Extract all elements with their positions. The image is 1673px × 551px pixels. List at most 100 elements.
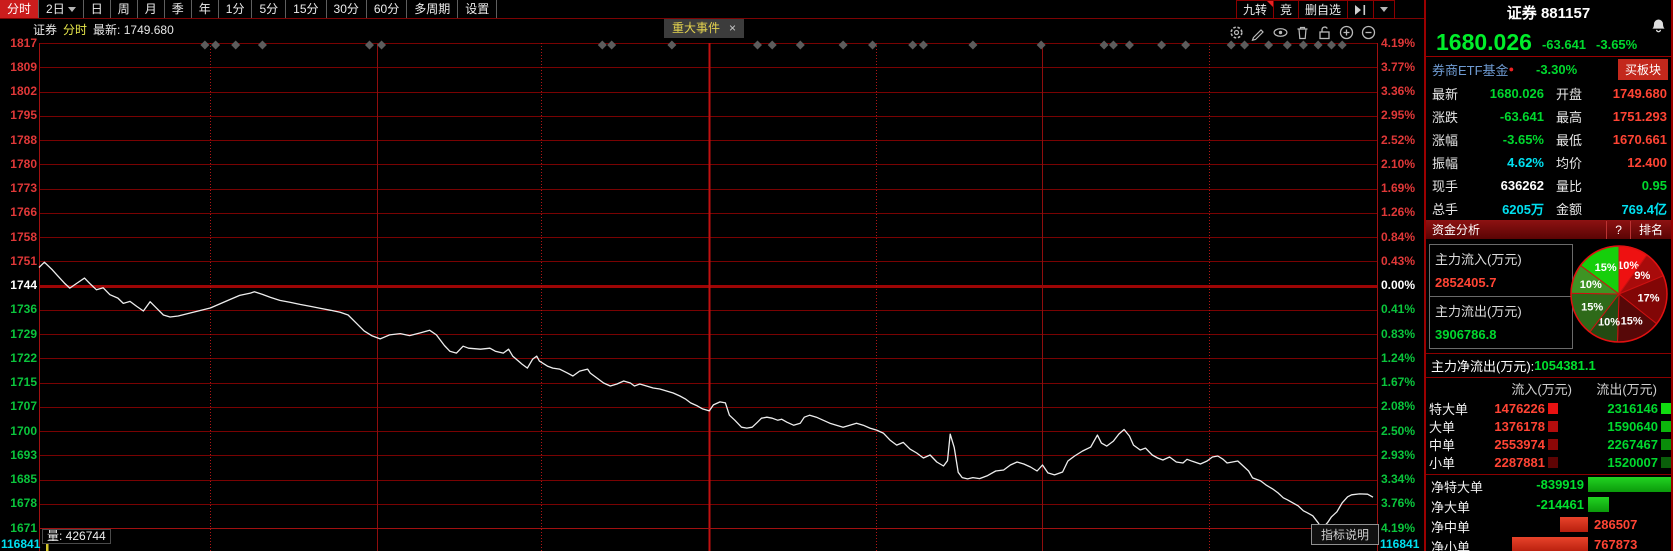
quote-label: 最低 — [1556, 133, 1583, 148]
period-button-5分[interactable]: 5分 — [252, 0, 287, 18]
period-button-分时[interactable]: 分时 — [0, 0, 40, 18]
toolbar-button-删自选[interactable]: 删自选 — [1298, 1, 1347, 18]
period-button-设置[interactable]: 设置 — [458, 0, 498, 18]
period-button-季[interactable]: 季 — [165, 0, 192, 18]
y-axis-price-label: 1671 — [10, 520, 37, 535]
net-bar — [1588, 497, 1609, 512]
quote-label: 振幅 — [1432, 156, 1459, 171]
period-button-60分[interactable]: 60分 — [367, 0, 408, 18]
quote-row: 最新 1680.026 开盘 1749.680 — [1426, 82, 1671, 105]
buy-sector-button[interactable]: 买板块 — [1617, 58, 1668, 80]
period-button-15分[interactable]: 15分 — [286, 0, 327, 18]
svg-text:15%: 15% — [1595, 262, 1617, 274]
y-axis-price-label: 1817 — [10, 35, 37, 50]
symbol-name: 证券 — [1506, 5, 1537, 22]
quote-label: 金额 — [1556, 202, 1583, 217]
trash-icon[interactable] — [1294, 24, 1311, 41]
net-bar-value: -839919 — [1536, 477, 1584, 492]
inflow-value: 1376178 — [1480, 419, 1558, 434]
net-bar-label: 净特大单 — [1431, 480, 1484, 495]
period-button-2日[interactable]: 2日 — [39, 0, 84, 18]
y-axis-price-label: 1693 — [10, 447, 37, 462]
goto-latest-icon[interactable] — [1347, 1, 1373, 18]
order-size-label: 中单 — [1429, 437, 1456, 453]
intraday-chart-canvas[interactable] — [0, 0, 1424, 551]
flow-table-row: 特大单 1476226 2316146 — [1426, 399, 1671, 417]
y-axis-percent-label: 0.84% — [1381, 229, 1416, 244]
quote-value: 6205万 — [1502, 202, 1544, 217]
zoom-in-icon[interactable] — [1338, 24, 1355, 41]
last-price: 1680.026 — [1436, 29, 1532, 55]
period-button-30分[interactable]: 30分 — [327, 0, 367, 18]
lock-open-icon[interactable] — [1316, 24, 1333, 41]
period-button-label: 设置 — [465, 1, 490, 16]
indicator-help-button[interactable]: 指标说明 — [1311, 524, 1380, 545]
period-button-1分[interactable]: 1分 — [219, 0, 253, 18]
quote-panel: 证券 881157 1680.026 -63.641 -3.65% 券商ETF基… — [1424, 0, 1673, 551]
net-bar — [1512, 537, 1588, 551]
period-toolbar: 分时 2日 日周月季年 1分 5分 15分 30分 60分 多周期 设置 九转竞删自选 — [0, 0, 1424, 19]
chart-tool-icons — [1228, 24, 1377, 41]
sector-etf-link[interactable]: 券商ETF基金 — [1432, 62, 1509, 78]
y-axis-price-label: 1773 — [10, 181, 37, 195]
outflow-value: 2267467 — [1558, 437, 1671, 452]
main-inflow: 主力流入(万元) 2852405.7 — [1430, 245, 1572, 296]
volume-readout: 量: 426744 — [42, 529, 111, 544]
bell-icon[interactable] — [1651, 18, 1666, 40]
inflow-value: 1476226 — [1480, 401, 1558, 416]
period-button-label: 2日 — [46, 1, 65, 16]
period-button-月[interactable]: 月 — [138, 0, 165, 18]
outflow-value: 1520007 — [1558, 455, 1671, 470]
period-button-label: 日 — [90, 1, 103, 16]
period-button-label: 5分 — [259, 1, 279, 16]
quote-value: 1749.680 — [1612, 86, 1667, 101]
net-bar-value: 767873 — [1594, 537, 1638, 551]
quote-label: 涨幅 — [1432, 133, 1459, 148]
net-bar — [1560, 517, 1588, 532]
svg-text:17%: 17% — [1637, 293, 1659, 305]
overlay-last-label: 最新: — [93, 23, 121, 37]
quote-label: 量比 — [1556, 179, 1583, 194]
major-events-tab[interactable]: 重大事件 × — [664, 19, 745, 38]
zoom-out-icon[interactable] — [1360, 24, 1377, 41]
y-axis-price-label: 1802 — [10, 84, 37, 98]
close-icon[interactable]: × — [729, 21, 737, 35]
quote-row: 涨幅 -3.65% 最低 1670.661 — [1426, 128, 1671, 151]
period-button-label: 分时 — [7, 1, 32, 16]
period-button-年[interactable]: 年 — [192, 0, 219, 18]
eye-icon[interactable] — [1272, 24, 1289, 41]
quote-row: 总手 6205万 金额 769.4亿 — [1426, 197, 1671, 220]
period-button-周[interactable]: 周 — [111, 0, 138, 18]
quote-row: 涨跌 -63.641 最高 1751.293 — [1426, 105, 1671, 128]
chevron-down-icon[interactable] — [67, 6, 76, 12]
quote-value: 1680.026 — [1489, 86, 1544, 101]
overlay-mode: 分时 — [63, 23, 88, 37]
outflow-value: 1590640 — [1558, 419, 1671, 434]
net-outflow-value: 1054381.1 — [1534, 358, 1596, 373]
main-outflow-label: 主力流出(万元) — [1435, 304, 1522, 319]
toolbar-button-九转[interactable]: 九转 — [1237, 1, 1274, 18]
period-button-多周期[interactable]: 多周期 — [407, 0, 459, 18]
red-dot-icon: ● — [1508, 64, 1514, 74]
y-axis-price-label: 1678 — [10, 496, 37, 511]
rank-button[interactable]: 排名 — [1629, 220, 1671, 239]
flow-table-row: 中单 2553974 2267467 — [1426, 435, 1671, 453]
gear-icon[interactable] — [1228, 24, 1245, 41]
new-badge-icon — [1267, 1, 1274, 7]
net-bar-label: 净中单 — [1431, 520, 1471, 535]
net-bars-section: 净特大单 -839919 净大单 -214461 净中单 286507 净小单 767… — [1426, 474, 1671, 551]
toolbar-dropdown-icon[interactable] — [1373, 1, 1394, 18]
y-axis-percent-label: 3.76% — [1381, 496, 1416, 511]
y-axis-price-label: 1780 — [10, 156, 37, 171]
y-axis-price-label: 1729 — [10, 326, 37, 341]
period-button-日[interactable]: 日 — [84, 0, 111, 18]
svg-text:10%: 10% — [1580, 279, 1602, 291]
help-button[interactable]: ? — [1606, 220, 1630, 239]
volume-axis-max-left: 116841 — [1, 537, 41, 551]
y-axis-price-label: 1809 — [10, 59, 37, 74]
y-axis-percent-label: 3.34% — [1381, 472, 1416, 486]
col-outflow: 流出(万元) — [1596, 382, 1657, 397]
pen-icon[interactable] — [1250, 24, 1267, 41]
toolbar-button-竞[interactable]: 竞 — [1273, 1, 1298, 18]
net-bar-row: 净中单 286507 — [1426, 515, 1671, 535]
